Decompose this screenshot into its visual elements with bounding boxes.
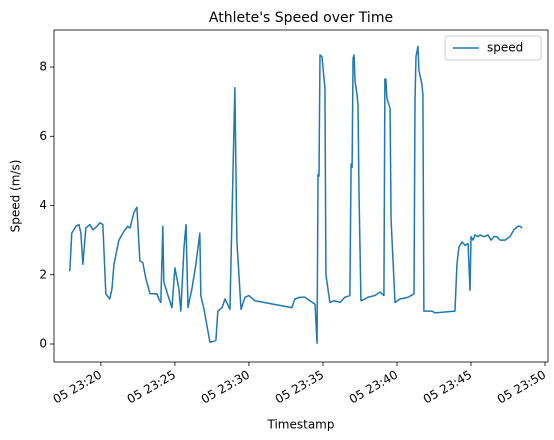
y-tick-label: 6 [39,129,47,143]
x-tick-label: 05 23:45 [421,368,474,407]
x-tick-label: 05 23:35 [273,368,326,407]
line-series [69,45,523,345]
x-tick-label: 05 23:40 [347,368,400,407]
legend-box [444,35,542,61]
x-tick-label: 05 23:30 [199,368,252,407]
y-tick-label: 2 [39,267,47,281]
x-tick-label: 05 23:25 [125,368,178,407]
y-tick-label: 0 [39,336,47,350]
chart-title: Athlete's Speed over Time [209,10,393,26]
x-tick-label: 05 23:20 [51,368,104,407]
legend-label: speed [487,41,523,55]
x-tick-label: 05 23:50 [495,368,548,407]
x-axis-label: Timestamp [267,418,335,432]
y-tick-label: 8 [39,60,47,74]
y-axis-label: Speed (m/s) [9,160,23,233]
plot-frame [53,29,549,363]
y-tick-label: 4 [39,198,47,212]
